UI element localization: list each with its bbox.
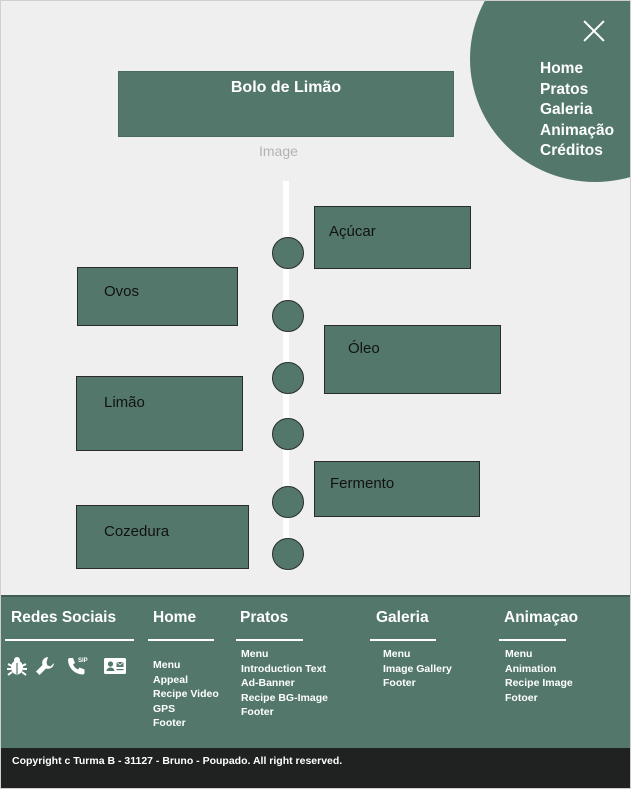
footer-link[interactable]: Recipe BG-Image	[241, 691, 328, 704]
footer-link[interactable]: Menu	[241, 648, 269, 660]
footer-divider	[499, 639, 566, 641]
page-title: Bolo de Limão	[230, 79, 342, 96]
step-cozedura: Cozedura	[76, 505, 249, 569]
footer-heading-social: Redes Sociais	[11, 609, 117, 626]
step-ovos: Ovos	[77, 267, 238, 326]
footer-heading-galeria[interactable]: Galeria	[376, 609, 429, 626]
step-label: Limão	[104, 394, 145, 411]
copyright-text: Copyright c Turma B - 31127 - Bruno - Po…	[12, 755, 343, 767]
footer-divider	[370, 639, 436, 641]
step-oleo: Óleo	[324, 325, 501, 394]
nav-item-animacao[interactable]: Animação	[540, 121, 615, 139]
nav-item-galeria[interactable]: Galeria	[540, 101, 593, 118]
recipe-title-box: Bolo de Limão	[118, 71, 454, 137]
nav-item-home[interactable]: Home	[540, 60, 584, 77]
step-limao: Limão	[76, 376, 243, 451]
step-label: Açúcar	[329, 223, 376, 240]
footer-link[interactable]: Menu	[383, 648, 411, 660]
footer-list-galeria: Menu Image Gallery Footer	[383, 647, 452, 691]
footer-heading-home[interactable]: Home	[153, 609, 197, 626]
copyright-bar: Copyright c Turma B - 31127 - Bruno - Po…	[1, 748, 630, 788]
svg-text:SIP: SIP	[78, 658, 88, 664]
nav-item-creditos[interactable]: Créditos	[540, 142, 603, 159]
timeline-dot	[272, 300, 304, 332]
footer-heading-pratos[interactable]: Pratos	[240, 609, 289, 626]
nav-menu: Home Pratos Galeria Animação Créditos	[540, 59, 614, 162]
footer-list-home: Menu Appeal Recipe Video GPS Footer	[153, 658, 219, 731]
sip-phone-icon[interactable]: SIP	[66, 655, 88, 677]
step-label: Fermento	[330, 475, 395, 492]
footer: Redes Sociais SIP H	[1, 595, 630, 748]
footer-list-animacao: Menu Animation Recipe Image Fotoer	[505, 647, 573, 705]
footer-link[interactable]: Menu	[153, 659, 181, 671]
footer-divider	[148, 639, 214, 641]
timeline-dot	[272, 362, 304, 394]
footer-link[interactable]: Ad-Banner	[241, 677, 295, 690]
footer-divider	[236, 639, 303, 641]
step-label: Ovos	[104, 283, 140, 300]
close-icon[interactable]	[579, 16, 609, 46]
footer-link[interactable]: Appeal	[153, 673, 189, 686]
footer-list-pratos: Menu Introduction Text Ad-Banner Recipe …	[241, 647, 328, 720]
footer-heading-animacao[interactable]: Animaçao	[504, 609, 579, 626]
footer-link[interactable]: Footer	[153, 717, 186, 730]
footer-link[interactable]: Footer	[383, 677, 416, 690]
footer-link[interactable]: Animation	[505, 662, 557, 675]
nav-item-pratos[interactable]: Pratos	[540, 80, 589, 98]
contact-card-icon[interactable]	[103, 655, 127, 677]
bug-icon[interactable]	[6, 655, 28, 677]
timeline-dot	[272, 538, 304, 570]
step-fermento: Fermento	[314, 461, 480, 517]
step-label: Cozedura	[104, 523, 170, 540]
timeline-dot	[272, 237, 304, 269]
timeline-dot	[272, 486, 304, 518]
footer-link[interactable]: Fotoer	[505, 691, 538, 704]
image-placeholder-label: Image	[259, 143, 298, 159]
footer-divider	[5, 639, 134, 641]
footer-link[interactable]: Recipe Video	[153, 688, 219, 701]
step-label: Óleo	[348, 340, 380, 357]
footer-link[interactable]: Introduction Text	[241, 662, 326, 675]
footer-link[interactable]: Recipe Image	[505, 677, 573, 690]
step-acucar: Açúcar	[314, 206, 471, 269]
footer-link[interactable]: Image Gallery	[383, 662, 452, 675]
timeline-dot	[272, 418, 304, 450]
wrench-icon[interactable]	[34, 655, 56, 677]
footer-link[interactable]: Footer	[241, 706, 274, 719]
footer-link[interactable]: GPS	[153, 702, 176, 715]
footer-link[interactable]: Menu	[505, 648, 533, 660]
